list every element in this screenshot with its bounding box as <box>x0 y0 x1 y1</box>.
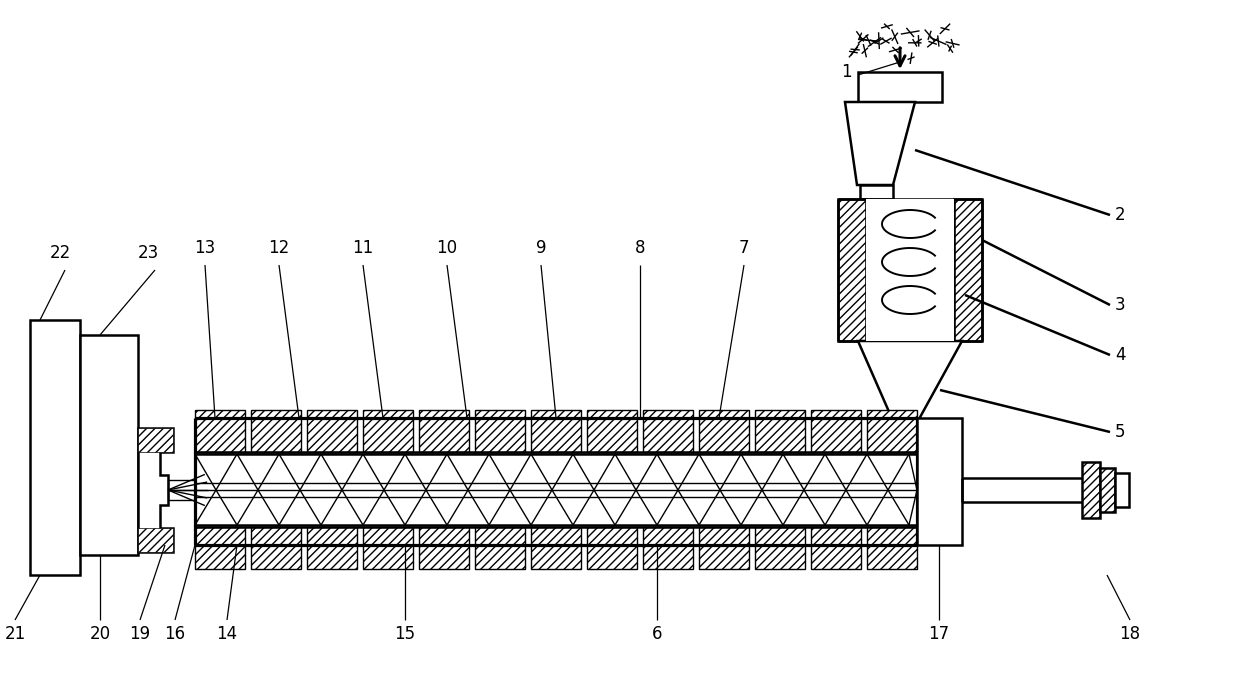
Bar <box>858 72 942 102</box>
Polygon shape <box>858 341 962 430</box>
Text: 10: 10 <box>436 239 458 257</box>
Bar <box>195 410 246 452</box>
Bar <box>861 185 893 199</box>
Bar <box>699 527 749 569</box>
Bar <box>644 527 693 569</box>
Bar <box>755 410 805 452</box>
Bar <box>250 527 301 569</box>
Bar <box>531 410 582 452</box>
Text: 6: 6 <box>652 625 662 643</box>
Bar <box>250 410 301 452</box>
Text: 21: 21 <box>5 625 26 643</box>
Polygon shape <box>138 428 174 552</box>
Bar <box>30 320 81 575</box>
Text: 7: 7 <box>739 239 749 257</box>
Text: 14: 14 <box>217 625 238 643</box>
Bar <box>811 527 861 569</box>
Text: 5: 5 <box>1115 423 1126 441</box>
Bar <box>587 527 637 569</box>
Bar <box>838 199 866 341</box>
Bar <box>531 527 582 569</box>
Bar <box>363 527 413 569</box>
Bar <box>475 410 525 452</box>
Text: 1: 1 <box>842 63 852 81</box>
Text: 23: 23 <box>138 244 159 262</box>
Bar <box>1100 468 1115 512</box>
Bar <box>475 527 525 569</box>
Text: 22: 22 <box>50 244 71 262</box>
Text: 9: 9 <box>536 239 547 257</box>
Bar <box>755 527 805 569</box>
Text: 18: 18 <box>1120 625 1141 643</box>
Bar <box>419 527 469 569</box>
Text: 16: 16 <box>165 625 186 643</box>
Text: 4: 4 <box>1115 346 1126 364</box>
Text: 2: 2 <box>1115 206 1126 224</box>
Bar <box>138 528 174 552</box>
Bar <box>363 410 413 452</box>
Text: 20: 20 <box>89 625 110 643</box>
Bar <box>918 418 962 545</box>
Polygon shape <box>844 102 915 185</box>
Bar <box>867 410 918 452</box>
Bar <box>81 335 138 555</box>
Bar <box>811 410 861 452</box>
Bar <box>954 199 982 341</box>
Bar <box>308 527 357 569</box>
Bar <box>138 428 174 452</box>
Bar <box>195 527 246 569</box>
Bar <box>308 410 357 452</box>
Text: 11: 11 <box>352 239 373 257</box>
Bar <box>587 410 637 452</box>
Bar <box>1115 473 1128 507</box>
Text: 12: 12 <box>268 239 290 257</box>
Text: 17: 17 <box>929 625 950 643</box>
Bar <box>699 410 749 452</box>
Text: 15: 15 <box>394 625 415 643</box>
Text: 8: 8 <box>635 239 645 257</box>
Text: 3: 3 <box>1115 296 1126 314</box>
Text: 13: 13 <box>195 239 216 257</box>
Bar <box>419 410 469 452</box>
Bar <box>867 527 918 569</box>
Bar <box>1083 462 1100 518</box>
Bar <box>866 199 954 341</box>
Bar <box>644 410 693 452</box>
Text: 19: 19 <box>129 625 150 643</box>
